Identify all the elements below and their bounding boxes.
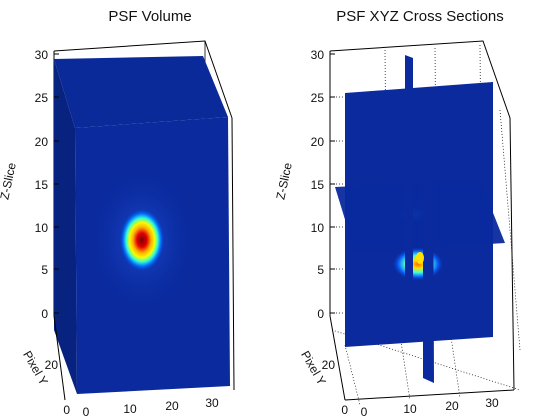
left-z-tick-label: 10 [35, 221, 49, 235]
left-z-tick-label: 15 [35, 178, 49, 192]
left-z-axis-label: Z-Slice [0, 161, 19, 201]
left-chart-title: PSF Volume [108, 8, 192, 25]
right-y-axis-line [329, 315, 346, 401]
right-grid-line [449, 329, 461, 399]
left-z-tick-label: 5 [41, 263, 48, 277]
right-box-frame [329, 40, 515, 391]
right-yz-slice-upper [405, 55, 413, 318]
left-psf-peak [119, 208, 165, 272]
left-y-tick-label: 0 [63, 403, 70, 417]
left-z-tick-label: 20 [35, 135, 49, 149]
right-cross-section-plot: 0 5 10 15 20 25 30 Z-Slice Pixel Y 20 0 … [273, 40, 521, 419]
right-yz-slice-lower [423, 147, 434, 383]
left-volume-top-face [54, 56, 228, 128]
left-x-tick-label: 20 [165, 399, 179, 413]
right-y-tick-label: 20 [322, 358, 336, 372]
right-x-tick-label: 30 [485, 396, 499, 410]
right-z-tick-label: 15 [311, 178, 325, 192]
right-yz-peak [416, 252, 424, 264]
left-x-tick-label: 0 [83, 405, 90, 419]
left-z-tick-labels: 0 5 10 15 20 25 30 [35, 48, 49, 321]
left-z-tick-label: 30 [35, 48, 49, 62]
right-xy-slice [335, 180, 505, 252]
left-z-tick-label: 0 [41, 307, 48, 321]
right-z-tick-label: 10 [311, 221, 325, 235]
left-y-axis-line [53, 315, 66, 401]
right-grid-line [344, 344, 361, 406]
right-z-tick-label: 20 [311, 135, 325, 149]
right-xz-peak [392, 247, 444, 281]
right-z-ticks [330, 53, 335, 314]
left-z-tick-label: 25 [35, 91, 49, 105]
right-z-tick-label: 0 [317, 307, 324, 321]
right-grid-line [399, 334, 411, 401]
right-x-tick-label: 0 [361, 405, 368, 419]
left-x-tick-label: 10 [123, 402, 137, 416]
right-x-tick-label: 20 [445, 399, 459, 413]
right-z-tick-label: 5 [317, 263, 324, 277]
left-volume-plot: 0 5 10 15 20 25 30 Z-Slice Pixel Y 20 0 … [0, 40, 235, 419]
left-z-ticks [54, 53, 59, 314]
left-volume-side-face [54, 59, 77, 394]
right-y-tick-label: 0 [341, 403, 348, 417]
right-x-tick-label: 10 [403, 402, 417, 416]
right-chart-title: PSF XYZ Cross Sections [336, 8, 504, 25]
left-box-edge-right [231, 117, 235, 391]
right-grid-line [499, 109, 521, 351]
right-z-tick-label: 25 [311, 91, 325, 105]
right-z-tick-labels: 0 5 10 15 20 25 30 [311, 48, 325, 321]
right-z-tick-label: 30 [311, 48, 325, 62]
left-y-tick-label: 20 [45, 358, 59, 372]
left-x-tick-label: 30 [205, 396, 219, 410]
right-x-axis-line [344, 389, 515, 401]
right-z-axis-label: Z-Slice [273, 161, 295, 201]
